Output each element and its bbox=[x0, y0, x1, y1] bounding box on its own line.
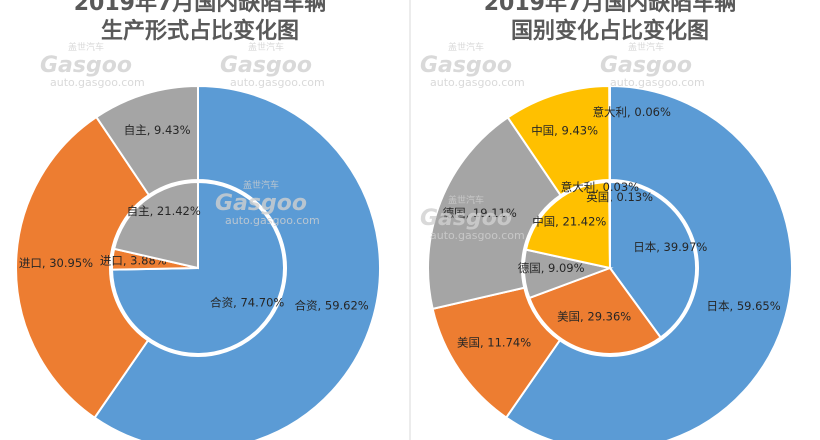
chart-2-inner-label-3: 中国, 21.42% bbox=[532, 214, 606, 228]
chart-1-outer-slice-0 bbox=[93, 84, 381, 440]
chart-1-outer-label-0: 合资, 59.62% bbox=[295, 299, 369, 313]
chart-2-outer-label-3: 中国, 9.43% bbox=[531, 123, 598, 137]
watermark-cn: 盖世汽车 bbox=[448, 194, 484, 206]
watermark-brand: Gasgoo bbox=[40, 53, 132, 78]
chart-2-outer-slice-0 bbox=[504, 84, 793, 440]
watermark-cn: 盖世汽车 bbox=[68, 41, 104, 53]
chart-2-inner-label-0: 日本, 39.97% bbox=[633, 240, 707, 254]
chart-2-outer-slice-4 bbox=[608, 84, 611, 182]
watermark-brand: Gasgoo bbox=[215, 191, 307, 216]
chart-1-outer-slice-1 bbox=[15, 115, 151, 420]
chart-2-title-line2: 国别变化占比变化图 bbox=[511, 18, 709, 44]
watermark-url: auto.gasgoo.com bbox=[230, 76, 325, 89]
watermark-url: auto.gasgoo.com bbox=[430, 76, 525, 89]
watermark-brand: Gasgoo bbox=[420, 206, 512, 231]
chart-2-outer-label-1: 美国, 11.74% bbox=[457, 335, 531, 349]
chart-1-inner-label-0: 合资, 74.70% bbox=[210, 296, 284, 310]
chart-2-donut: 日本, 59.65% 美国, 11.74% 德国, 19.11% 中国, 9.43% 意… bbox=[427, 84, 793, 440]
chart-2-inner-label-1: 美国, 29.36% bbox=[557, 310, 631, 324]
chart-2-title: 2019年7月国内缺陷车辆 国别变化占比变化图 bbox=[484, 0, 737, 44]
chart-2-inner-label-5: 意大利, 0.03% bbox=[561, 180, 639, 194]
watermark-brand: Gasgoo bbox=[600, 53, 692, 78]
watermark-cn: 盖世汽车 bbox=[248, 41, 284, 53]
chart-1-inner-slice-2 bbox=[112, 180, 199, 270]
watermark-cn: 盖世汽车 bbox=[448, 41, 484, 53]
watermark-brand: Gasgoo bbox=[420, 53, 512, 78]
chart-1-donut: 合资, 59.62%进口, 30.95%自主, 9.43%合资, 74.70%进… bbox=[15, 84, 381, 440]
chart-1-inner-label-2: 自主, 21.42% bbox=[127, 204, 201, 218]
chart-1-outer-slice-2 bbox=[94, 84, 199, 197]
watermark-url: auto.gasgoo.com bbox=[50, 76, 145, 89]
chart-1-title-line1: 2019年7月国内缺陷车辆 bbox=[74, 0, 327, 16]
chart-2-inner-slice-1 bbox=[528, 266, 663, 355]
chart-1-inner-slice-0 bbox=[110, 180, 285, 355]
chart-2-outer-label-2: 德国, 19.11% bbox=[443, 206, 517, 220]
chart-1-title-line2: 生产形式占比变化图 bbox=[101, 18, 299, 44]
watermark-cn: 盖世汽车 bbox=[628, 41, 664, 53]
chart-2-outer-label-4: 意大利, 0.06% bbox=[593, 105, 671, 119]
watermark-layer: 盖世汽车Gasgooauto.gasgoo.com盖世汽车Gasgooauto.… bbox=[40, 41, 705, 242]
watermark-url: auto.gasgoo.com bbox=[225, 214, 320, 227]
chart-2-outer-slice-2 bbox=[427, 116, 562, 311]
chart-2-inner-label-2: 德国, 9.09% bbox=[518, 261, 585, 275]
chart-2-title-line1: 2019年7月国内缺陷车辆 bbox=[484, 0, 737, 16]
chart-2-inner-slice-0 bbox=[609, 180, 697, 339]
chart-1-outer-label-1: 进口, 30.95% bbox=[19, 256, 93, 270]
chart-2-outer-label-0: 日本, 59.65% bbox=[707, 299, 781, 313]
chart-2-inner-label-4: 英国, 0.13% bbox=[586, 190, 653, 204]
chart-1-title: 2019年7月国内缺陷车辆 生产形式占比变化图 bbox=[74, 0, 327, 44]
chart-2-inner-slice-3 bbox=[524, 180, 612, 270]
watermark-url: auto.gasgoo.com bbox=[610, 76, 705, 89]
watermark-brand: Gasgoo bbox=[220, 53, 312, 78]
watermark-url: auto.gasgoo.com bbox=[430, 229, 525, 242]
chart-1-outer-label-2: 自主, 9.43% bbox=[124, 123, 191, 137]
watermark-cn: 盖世汽车 bbox=[243, 179, 279, 191]
